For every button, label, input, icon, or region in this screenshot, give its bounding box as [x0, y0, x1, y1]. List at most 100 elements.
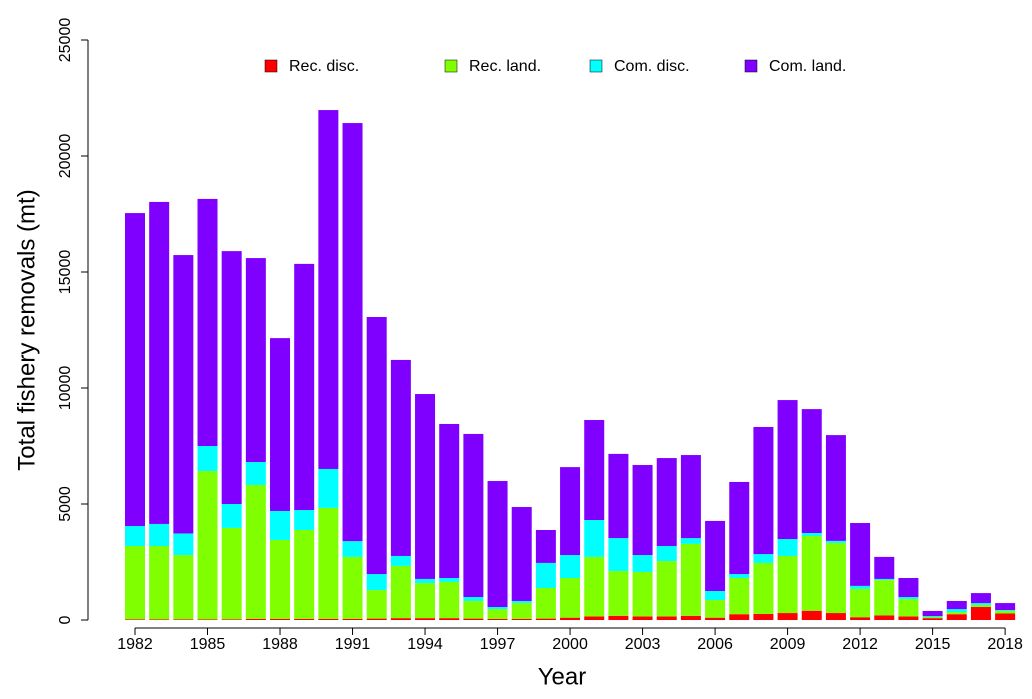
bar-segment: [245, 618, 266, 620]
bar-segment: [608, 453, 629, 539]
bar-segment: [294, 263, 315, 511]
bar-segment: [197, 198, 218, 446]
bar-segment: [753, 613, 774, 620]
bar-segment: [777, 539, 798, 556]
bar-segment: [560, 617, 581, 620]
bar-segment: [995, 603, 1016, 611]
x-tick-label: 1997: [480, 636, 516, 653]
bar-segment: [777, 400, 798, 540]
bar-segment: [705, 600, 726, 618]
bar-segment: [946, 614, 967, 620]
bar-segment: [511, 618, 532, 620]
bar-segment: [125, 213, 145, 527]
bar-segment: [825, 613, 846, 620]
y-tick-label: 20000: [57, 134, 74, 179]
bar-segment: [342, 123, 363, 542]
bar-segment: [970, 604, 991, 608]
bar-segment: [584, 556, 605, 617]
bar-segment: [221, 504, 242, 528]
legend-label: Rec. disc.: [289, 58, 359, 75]
bar-segment: [390, 565, 411, 619]
bar-segment: [898, 578, 919, 598]
bar-segment: [705, 617, 726, 620]
bar-segment: [294, 529, 315, 619]
x-tick-label: 2009: [770, 636, 806, 653]
x-tick-label: 1988: [262, 636, 298, 653]
x-tick-label: 2012: [842, 636, 878, 653]
bar-segment: [487, 618, 508, 620]
bar-segment: [680, 615, 701, 620]
bar-segment: [970, 603, 991, 605]
bar-segment: [995, 610, 1016, 611]
bar-segment: [535, 587, 556, 619]
bar-segment: [439, 578, 460, 582]
bar-segment: [149, 201, 170, 524]
bar-segment: [415, 618, 436, 620]
bar-segment: [415, 578, 436, 584]
bar-segment: [777, 613, 798, 620]
x-tick-label: 2003: [625, 636, 661, 653]
bar-segment: [245, 484, 266, 619]
bar-segment: [560, 578, 581, 618]
bar-segment: [608, 571, 629, 616]
bar-segment: [125, 526, 145, 546]
legend-swatch: [444, 59, 458, 73]
legend-label: Com. land.: [769, 58, 846, 75]
bar-segment: [946, 612, 967, 615]
bar-segment: [898, 599, 919, 617]
legend-label: Rec. land.: [469, 58, 541, 75]
bar-segment: [125, 619, 145, 620]
bar-segment: [874, 556, 895, 579]
bar-segment: [584, 520, 605, 557]
bar-segment: [801, 536, 822, 611]
bar-segment: [922, 616, 943, 617]
bar-segment: [318, 507, 339, 619]
bar-segment: [511, 507, 532, 601]
bar-segment: [463, 600, 484, 619]
bar-segment: [850, 588, 871, 618]
bar-segment: [173, 555, 194, 620]
bar-segment: [197, 446, 218, 472]
x-tick-label: 1985: [190, 636, 226, 653]
x-tick-label: 2000: [552, 636, 588, 653]
bar-segment: [245, 462, 266, 485]
y-tick-label: 15000: [57, 250, 74, 295]
bar-segment: [729, 578, 750, 615]
bar-segment: [995, 610, 1016, 614]
bar-segment: [487, 609, 508, 619]
bar-segment: [946, 600, 967, 610]
bar-segment: [149, 523, 170, 546]
bar-segment: [487, 607, 508, 610]
bar-segment: [535, 529, 556, 563]
bar-segment: [366, 317, 387, 575]
y-tick-label: 10000: [57, 366, 74, 411]
bar-segment: [318, 468, 339, 508]
bar-segment: [245, 258, 266, 463]
bar-segment: [584, 616, 605, 620]
bar-segment: [221, 619, 242, 620]
bar-segment: [487, 481, 508, 608]
bar-segment: [825, 542, 846, 614]
bar-segment: [511, 603, 532, 619]
bar-segment: [125, 545, 145, 620]
bar-segment: [149, 545, 170, 620]
x-tick-label: 1994: [407, 636, 443, 653]
y-tick-label: 5000: [57, 486, 74, 522]
bar-segment: [825, 435, 846, 541]
bar-segment: [705, 520, 726, 591]
bar-segment: [270, 510, 291, 540]
bar-segment: [390, 555, 411, 566]
bar-segment: [922, 616, 943, 619]
bar-segment: [270, 338, 291, 511]
bar-segment: [173, 619, 194, 620]
bar-segment: [439, 423, 460, 579]
bar-segment: [680, 543, 701, 616]
bar-segment: [753, 562, 774, 614]
bar-segment: [270, 618, 291, 620]
bar-segment: [318, 618, 339, 620]
bar-segment: [366, 590, 387, 619]
bar-segment: [221, 251, 242, 504]
bar-segment: [922, 618, 943, 620]
x-tick-label: 2015: [915, 636, 951, 653]
bar-segment: [680, 455, 701, 539]
